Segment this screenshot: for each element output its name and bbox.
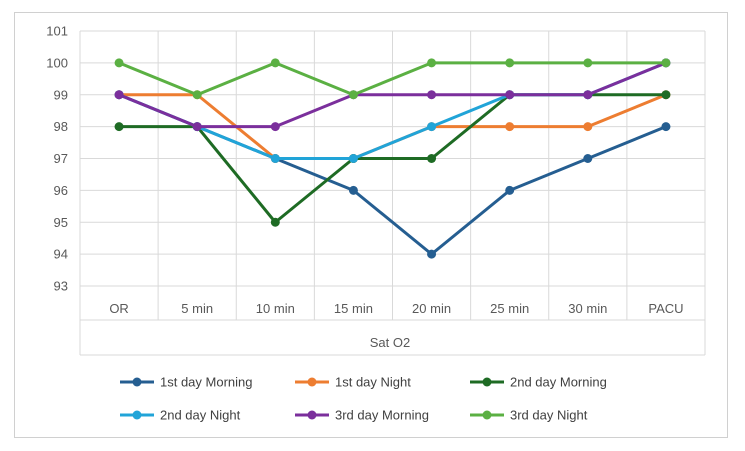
data-point (583, 122, 593, 132)
data-point (348, 90, 358, 100)
series-layer (114, 58, 671, 259)
y-tick-label: 97 (54, 151, 68, 166)
legend-swatch-marker (482, 377, 492, 387)
legend-swatch-marker (307, 410, 317, 420)
legend-entry: 2nd day Night (120, 408, 241, 423)
series-line (118, 61, 667, 129)
data-point (427, 154, 437, 163)
y-tick-label: 98 (54, 119, 68, 134)
data-point (114, 90, 124, 100)
chart-frame (14, 12, 728, 438)
data-point (114, 58, 124, 68)
data-point (583, 90, 593, 100)
x-tick-label: 20 min (412, 301, 451, 316)
y-tick-label: 100 (46, 55, 68, 70)
x-tick-label: 25 min (490, 301, 529, 316)
series-line (118, 61, 666, 97)
data-point (583, 154, 593, 163)
y-tick-label: 101 (46, 24, 68, 39)
data-point (270, 154, 280, 163)
legend-label: 1st day Night (335, 375, 411, 390)
x-tick-label: 10 min (256, 301, 295, 316)
data-point (583, 58, 593, 68)
legend-swatch-marker (482, 410, 492, 420)
legend-swatch-marker (132, 377, 142, 387)
data-point (348, 154, 358, 163)
legend-label: 1st day Morning (160, 375, 253, 390)
legend-label: 2nd day Night (160, 408, 241, 423)
data-point (270, 217, 280, 227)
x-tick-label: 15 min (334, 301, 373, 316)
data-point (348, 185, 358, 195)
y-tick-label: 94 (54, 247, 68, 262)
legend-entry: 3rd day Night (470, 408, 588, 423)
legend-swatch-marker (132, 410, 142, 420)
data-point (427, 58, 437, 68)
legend-swatch-marker (307, 377, 317, 387)
series-6 (114, 58, 671, 100)
x-tick-label: 30 min (568, 301, 607, 316)
data-point (192, 90, 202, 100)
data-point (427, 122, 437, 132)
y-tick-label: 99 (54, 87, 68, 102)
y-tick-label: 96 (54, 183, 68, 198)
legend-entry: 1st day Night (295, 375, 411, 390)
data-point (427, 249, 437, 259)
data-point (114, 122, 124, 132)
data-point (505, 58, 515, 68)
data-point (661, 90, 671, 100)
legend: 1st day Morning 1st day Night 2nd day Morn… (120, 375, 607, 423)
data-point (505, 185, 515, 195)
legend-entry: 1st day Morning (120, 375, 253, 390)
data-point (505, 90, 515, 100)
data-point (192, 122, 202, 132)
legend-label: 2nd day Morning (510, 375, 607, 390)
legend-entry: 3rd day Morning (295, 408, 429, 423)
data-point (270, 122, 280, 132)
y-tick-label: 95 (54, 215, 68, 230)
data-point (505, 122, 515, 132)
legend-label: 3rd day Night (510, 408, 588, 423)
y-tick-labels: 93 94 95 96 97 98 99 100 101 (46, 24, 68, 294)
data-point (270, 58, 280, 68)
x-axis-title: Sat O2 (370, 335, 410, 350)
x-tick-label: OR (109, 301, 129, 316)
x-tick-labels: OR 5 min 10 min 15 min 20 min 25 min 30 min PAC… (109, 301, 683, 316)
x-tick-label: PACU (648, 301, 683, 316)
data-point (661, 122, 671, 132)
legend-entry: 2nd day Morning (470, 375, 607, 390)
legend-label: 3rd day Morning (335, 408, 429, 423)
data-point (661, 58, 671, 68)
data-point (427, 90, 437, 100)
x-tick-label: 5 min (181, 301, 213, 316)
y-tick-label: 93 (54, 279, 68, 294)
